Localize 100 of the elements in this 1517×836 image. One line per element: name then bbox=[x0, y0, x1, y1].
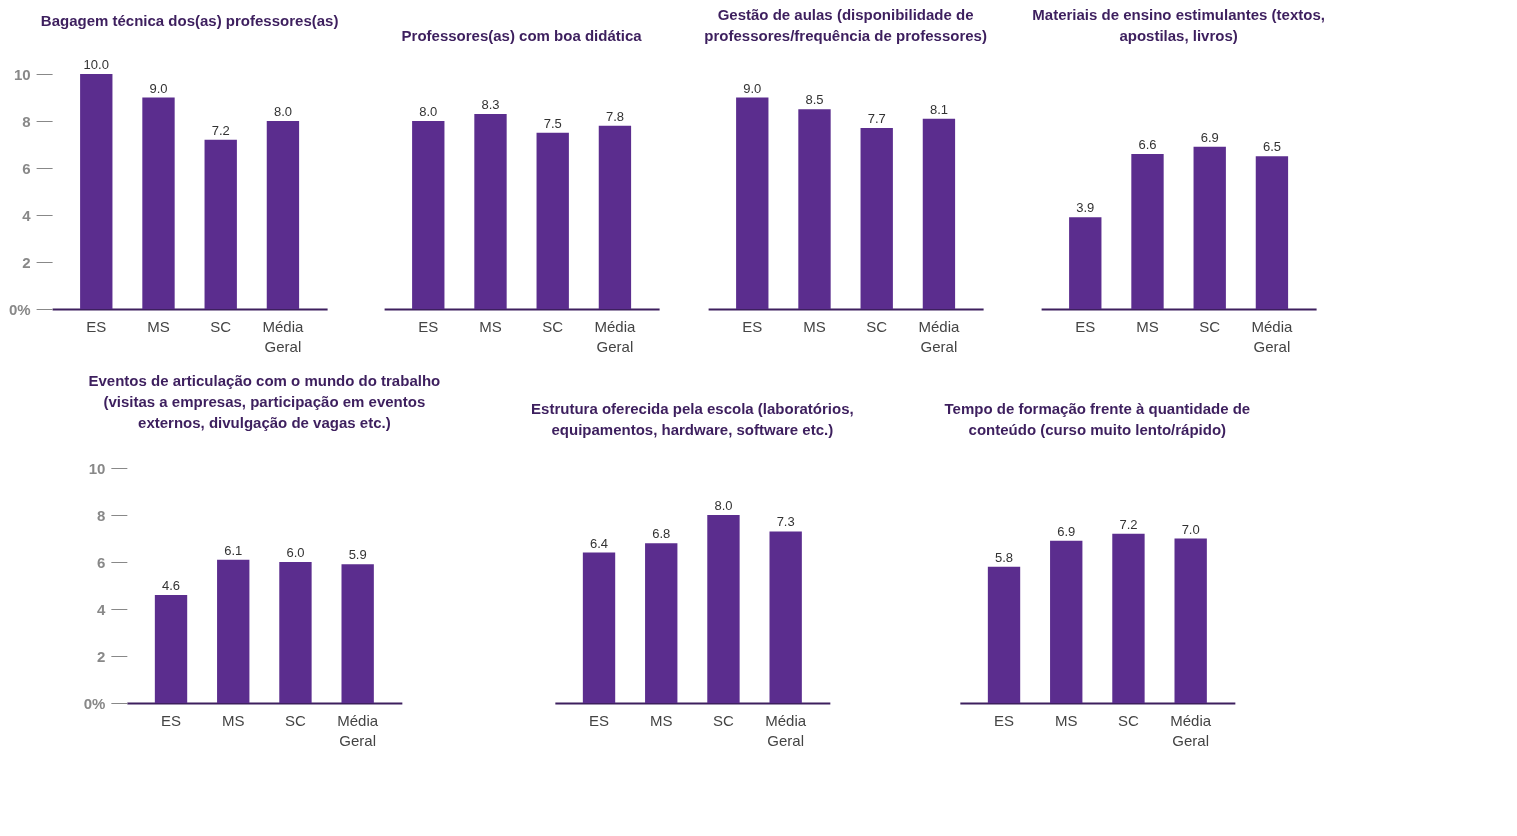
data-label: 8.0 bbox=[714, 498, 733, 513]
data-label: 6.4 bbox=[589, 535, 609, 551]
chart-title: Materiais de ensino estimulantes (textos, apostilas, livros) bbox=[1032, 6, 1325, 44]
x-tick-label: ES bbox=[589, 711, 610, 729]
data-label: 7.7 bbox=[867, 111, 886, 127]
bar bbox=[707, 515, 740, 703]
bar bbox=[736, 97, 769, 309]
x-tick-label: ES bbox=[994, 711, 1015, 729]
y-tick-label: 10 bbox=[88, 459, 106, 477]
bar bbox=[1193, 146, 1226, 309]
bar bbox=[204, 139, 237, 309]
data-label: 9.0 bbox=[149, 80, 168, 96]
data-label: 7.0 bbox=[1181, 521, 1200, 537]
data-label: 7.3 bbox=[776, 514, 795, 530]
bar bbox=[598, 125, 632, 309]
y-tick-label: 4 bbox=[22, 206, 32, 224]
chart-title: Estrutura oferecida pela escola (laboratórios, equipamentos, hardware, software etc.) bbox=[531, 400, 854, 438]
data-label: 6.8 bbox=[652, 526, 671, 542]
bar bbox=[1255, 156, 1289, 309]
data-label: 8.0 bbox=[419, 104, 438, 119]
y-tick-label: 8 bbox=[97, 506, 106, 524]
x-tick-label: ES bbox=[742, 317, 763, 335]
bar bbox=[1112, 533, 1145, 703]
data-label: 7.8 bbox=[605, 108, 624, 124]
x-tick-label: Média Geral bbox=[1170, 711, 1212, 749]
x-tick-label: ES bbox=[418, 317, 439, 335]
x-tick-label: Média Geral bbox=[1251, 317, 1294, 355]
data-label: 6.6 bbox=[1138, 136, 1157, 152]
data-label: 7.5 bbox=[543, 115, 562, 131]
bar bbox=[279, 562, 312, 703]
data-label: 7.2 bbox=[211, 122, 230, 138]
bar bbox=[1174, 538, 1207, 703]
data-label: 5.8 bbox=[994, 549, 1014, 565]
bar bbox=[142, 97, 175, 309]
x-tick-label: Média Geral bbox=[918, 317, 961, 355]
data-label: 7.2 bbox=[1119, 516, 1138, 532]
data-label: 9.0 bbox=[743, 80, 762, 96]
y-tick-label: 0% bbox=[8, 300, 31, 318]
x-tick-label: MS bbox=[803, 317, 826, 335]
data-label: 8.5 bbox=[805, 92, 824, 108]
x-tick-label: Média Geral bbox=[337, 711, 379, 749]
y-tick-label: 4 bbox=[97, 600, 106, 618]
x-tick-label: SC bbox=[713, 711, 735, 729]
chart-title: Professores(as) com boa didática bbox=[401, 27, 643, 44]
y-tick-label: 8 bbox=[22, 112, 31, 130]
data-label: 8.0 bbox=[273, 104, 292, 119]
x-tick-label: MS bbox=[1054, 711, 1078, 729]
bar bbox=[1050, 540, 1083, 703]
y-tick-label: 10 bbox=[13, 65, 31, 83]
bar bbox=[474, 113, 507, 309]
y-tick-label: 6 bbox=[22, 159, 31, 177]
x-tick-label: SC bbox=[542, 317, 564, 335]
x-tick-label: Média Geral bbox=[594, 317, 637, 355]
data-label: 8.3 bbox=[481, 96, 500, 112]
y-tick-label: 2 bbox=[97, 647, 106, 665]
x-tick-label: MS bbox=[147, 317, 170, 335]
bar bbox=[266, 121, 300, 309]
y-tick-label: 6 bbox=[97, 553, 106, 571]
data-label: 6.5 bbox=[1262, 139, 1281, 155]
bar bbox=[80, 74, 113, 309]
bar bbox=[645, 543, 678, 703]
chart-title: Eventos de articulação com o mundo do trabalho (visitas a empresas, participação em eventos externos, divulgação de vagas etc.) bbox=[88, 372, 441, 431]
y-tick-label: 2 bbox=[22, 253, 31, 271]
x-tick-label: SC bbox=[1118, 711, 1140, 729]
x-tick-label: MS bbox=[1136, 317, 1159, 335]
bar bbox=[860, 128, 893, 309]
x-tick-label: MS bbox=[221, 711, 245, 729]
x-tick-label: SC bbox=[285, 711, 307, 729]
x-tick-label: MS bbox=[649, 711, 673, 729]
x-tick-label: ES bbox=[86, 317, 107, 335]
bar bbox=[987, 566, 1021, 703]
data-label: 3.9 bbox=[1076, 200, 1095, 216]
data-label: 4.6 bbox=[161, 577, 181, 593]
data-label: 6.0 bbox=[286, 545, 305, 560]
data-label: 6.1 bbox=[224, 542, 243, 558]
x-tick-label: Média Geral bbox=[765, 711, 807, 749]
bar bbox=[582, 552, 616, 703]
chart-title: Gestão de aulas (disponibilidade de professores/frequência de professores) bbox=[704, 6, 987, 44]
bar bbox=[922, 118, 956, 309]
x-tick-label: SC bbox=[210, 317, 232, 335]
data-label: 10.0 bbox=[83, 57, 109, 72]
bar bbox=[1131, 153, 1164, 309]
x-tick-label: Média Geral bbox=[262, 317, 305, 355]
y-tick-label: 0% bbox=[83, 694, 106, 712]
data-label: 6.9 bbox=[1057, 523, 1076, 539]
x-tick-label: ES bbox=[161, 711, 182, 729]
bar bbox=[341, 564, 374, 703]
bar bbox=[412, 121, 445, 309]
bar bbox=[798, 109, 831, 309]
bar bbox=[217, 559, 250, 703]
x-tick-label: SC bbox=[866, 317, 888, 335]
x-tick-label: ES bbox=[1075, 317, 1096, 335]
x-tick-label: SC bbox=[1199, 317, 1221, 335]
data-label: 5.9 bbox=[348, 547, 367, 563]
x-tick-label: MS bbox=[479, 317, 502, 335]
data-label: 6.9 bbox=[1200, 129, 1219, 145]
bar bbox=[769, 531, 802, 703]
chart-title: Bagagem técnica dos(as) professores(as) bbox=[40, 12, 339, 29]
bar bbox=[154, 594, 188, 703]
bar bbox=[1069, 217, 1102, 309]
